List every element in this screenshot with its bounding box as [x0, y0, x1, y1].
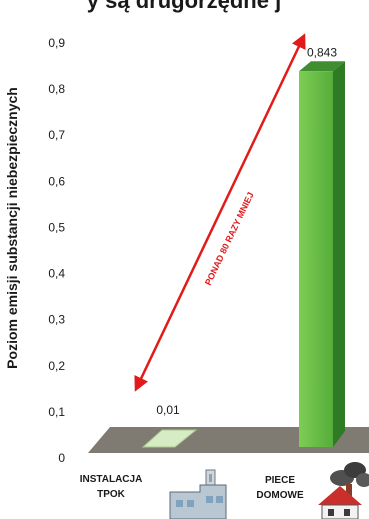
category-label-piece-line1: PIECE: [265, 475, 295, 486]
y-tick-label: 0,2: [48, 359, 65, 373]
ratio-annotation: PONAD 80 RAZY MNIEJ: [203, 191, 256, 287]
y-tick-label: 0,9: [48, 36, 65, 50]
bar-piece-domowe-side: [333, 61, 345, 448]
y-tick-label: 0,5: [48, 220, 65, 234]
category-label-piece-line2: DOMOWE: [256, 490, 304, 501]
bar-piece-domowe: [299, 71, 333, 448]
bar-instalacja-tpok: [141, 429, 198, 448]
y-tick-label: 0,3: [48, 313, 65, 327]
bar-piece-domowe-top: [299, 61, 345, 72]
cropped-heading: y są drugorzędne j: [87, 0, 281, 13]
bars: [141, 61, 345, 448]
y-tick-label: 0,1: [48, 405, 65, 419]
y-tick-label: 0,4: [48, 267, 65, 281]
data-label-piece: 0,843: [307, 45, 337, 59]
y-axis-title: Poziom emisji substancji niebezpiecznych: [4, 87, 20, 369]
data-label-instalacja: 0,01: [156, 403, 180, 417]
house-smoke-icon: [318, 462, 369, 519]
y-tick-label: 0,8: [48, 82, 65, 96]
y-tick-label: 0,7: [48, 128, 65, 142]
factory-chimney-icon: [169, 469, 227, 519]
y-axis-ticks: 0 0,1 0,2 0,3 0,4 0,5 0,6 0,7 0,8 0,9: [48, 36, 65, 465]
comparison-arrow: [134, 33, 306, 392]
category-label-instalacja-line1: INSTALACJA: [80, 474, 143, 485]
y-tick-label: 0,6: [48, 174, 65, 188]
category-label-instalacja-line2: TPOK: [97, 489, 126, 500]
y-tick-label: 0: [58, 451, 65, 465]
